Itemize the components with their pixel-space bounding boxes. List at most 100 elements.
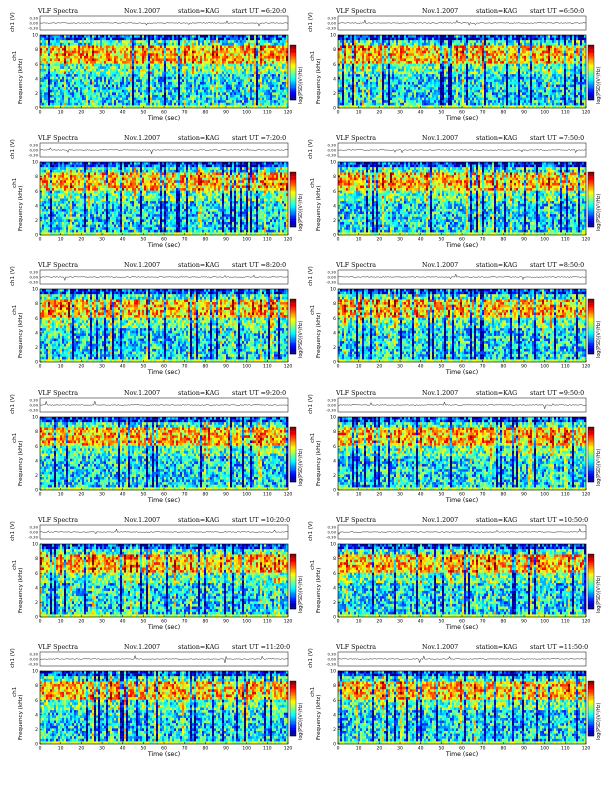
- colorbar: [587, 680, 595, 737]
- channel-axis-label: ch1: [12, 177, 18, 188]
- x-tick-label: 90: [223, 110, 229, 116]
- panel-station: station=KAG: [178, 262, 219, 269]
- x-tick-label: 0: [39, 619, 42, 625]
- colorbar-label: log(PSD)(V²/Hz): [298, 448, 304, 486]
- y-tick-label: 2: [333, 218, 336, 224]
- channel-axis-label: ch1: [12, 432, 18, 443]
- frequency-axis-label: Frequency (kHz): [316, 695, 322, 740]
- x-tick-label: 40: [418, 110, 424, 116]
- x-tick-label: 50: [438, 492, 444, 498]
- frequency-axis-label: Frequency (kHz): [18, 568, 24, 613]
- y-tick-label: 2: [35, 91, 38, 97]
- panel-date: Nov.1.2007: [422, 517, 458, 524]
- y-tick-label: 8: [35, 429, 38, 435]
- x-tick-label: 80: [202, 237, 208, 243]
- spectrogram-panel: VLF Spectra Nov.1.2007 station=KAG start UT…: [8, 515, 304, 635]
- spectrogram-panel: VLF Spectra Nov.1.2007 station=KAG start UT…: [8, 388, 304, 508]
- ch1-axis-label: ch1 (V): [308, 521, 314, 541]
- x-tick-label: 0: [337, 110, 340, 116]
- channel-axis-label: ch1: [310, 304, 316, 315]
- ch1-waveform-line: [337, 149, 586, 154]
- y-tick-label: 6: [333, 316, 336, 322]
- y-tick-label: 2: [35, 727, 38, 733]
- frequency-axis-label: Frequency (kHz): [316, 59, 322, 104]
- panel-title: VLF Spectra: [336, 262, 376, 269]
- y-tick-label: 0: [333, 233, 336, 239]
- x-tick-label: 70: [480, 237, 486, 243]
- spectrogram-cells: [338, 544, 587, 618]
- x-tick-label: 10: [356, 237, 362, 243]
- x-axis-label: Time (sec): [445, 242, 478, 249]
- x-tick-label: 20: [376, 110, 382, 116]
- x-tick-label: 100: [242, 492, 251, 498]
- ch1-waveform-line: [39, 400, 289, 406]
- x-tick-label: 30: [397, 619, 403, 625]
- x-tick-label: 80: [500, 619, 506, 625]
- y-tick-label: 6: [35, 189, 38, 195]
- ch1-waveform-line: [337, 655, 587, 664]
- y-tick-label: 10: [32, 415, 38, 421]
- ch1-tick-label: -0.30: [28, 662, 38, 667]
- frequency-axis-label: Frequency (kHz): [316, 568, 322, 613]
- x-tick-label: 90: [223, 619, 229, 625]
- panel-title: VLF Spectra: [336, 390, 376, 397]
- ch1-axis-label: ch1 (V): [308, 648, 314, 668]
- y-tick-label: 0: [333, 106, 336, 112]
- x-tick-label: 50: [140, 110, 146, 116]
- panel-date: Nov.1.2007: [124, 8, 160, 15]
- ch1-waveform-line: [39, 654, 289, 663]
- frequency-axis-label: Frequency (kHz): [18, 186, 24, 231]
- x-tick-label: 110: [263, 237, 272, 243]
- y-tick-label: 6: [35, 571, 38, 577]
- ch1-tick-label: 0.00: [30, 21, 39, 26]
- y-tick-label: 8: [333, 556, 336, 562]
- panel-station: station=KAG: [476, 8, 517, 15]
- x-tick-label: 70: [182, 364, 188, 370]
- spectrogram-cells: [338, 162, 587, 236]
- y-tick-label: 4: [35, 203, 38, 209]
- y-tick-label: 0: [333, 360, 336, 366]
- x-tick-label: 60: [161, 110, 167, 116]
- y-tick-label: 10: [32, 287, 38, 293]
- ch1-tick-label: 0.30: [328, 525, 337, 530]
- colorbar-label: log(PSD)(V²/Hz): [596, 702, 602, 740]
- x-tick-label: 30: [397, 237, 403, 243]
- x-tick-label: 100: [242, 619, 251, 625]
- spectrogram-cells: [40, 289, 289, 363]
- x-tick-label: 40: [120, 746, 126, 752]
- spectrogram-cells: [40, 544, 289, 618]
- ch1-tick-label: 0.30: [328, 143, 337, 148]
- x-tick-label: 40: [120, 619, 126, 625]
- x-tick-label: 40: [418, 746, 424, 752]
- x-tick-label: 20: [78, 110, 84, 116]
- ch1-waveform-line: [337, 401, 587, 410]
- x-tick-label: 80: [202, 746, 208, 752]
- x-tick-label: 20: [78, 237, 84, 243]
- x-tick-label: 50: [438, 237, 444, 243]
- x-tick-label: 0: [337, 492, 340, 498]
- x-tick-label: 110: [561, 364, 570, 370]
- panel-date: Nov.1.2007: [422, 644, 458, 651]
- x-tick-label: 100: [242, 746, 251, 752]
- x-tick-label: 50: [140, 746, 146, 752]
- y-tick-label: 10: [32, 669, 38, 675]
- x-axis-label: Time (sec): [147, 497, 180, 504]
- x-tick-label: 60: [161, 492, 167, 498]
- x-tick-label: 110: [561, 492, 570, 498]
- colorbar-label: log(PSD)(V²/Hz): [596, 193, 602, 231]
- spectrogram-cells: [40, 671, 289, 745]
- ch1-tick-label: -0.30: [326, 408, 336, 413]
- x-tick-label: 40: [418, 364, 424, 370]
- y-tick-label: 4: [333, 585, 336, 591]
- ch1-tick-label: -0.30: [28, 408, 38, 413]
- y-tick-label: 0: [35, 233, 38, 239]
- spectrogram-cells: [40, 35, 289, 109]
- y-tick-label: 8: [35, 683, 38, 689]
- x-tick-label: 120: [284, 492, 293, 498]
- x-tick-label: 100: [540, 364, 549, 370]
- panel-start-time: start UT =6:20:0: [232, 8, 286, 15]
- frequency-axis-label: Frequency (kHz): [316, 441, 322, 486]
